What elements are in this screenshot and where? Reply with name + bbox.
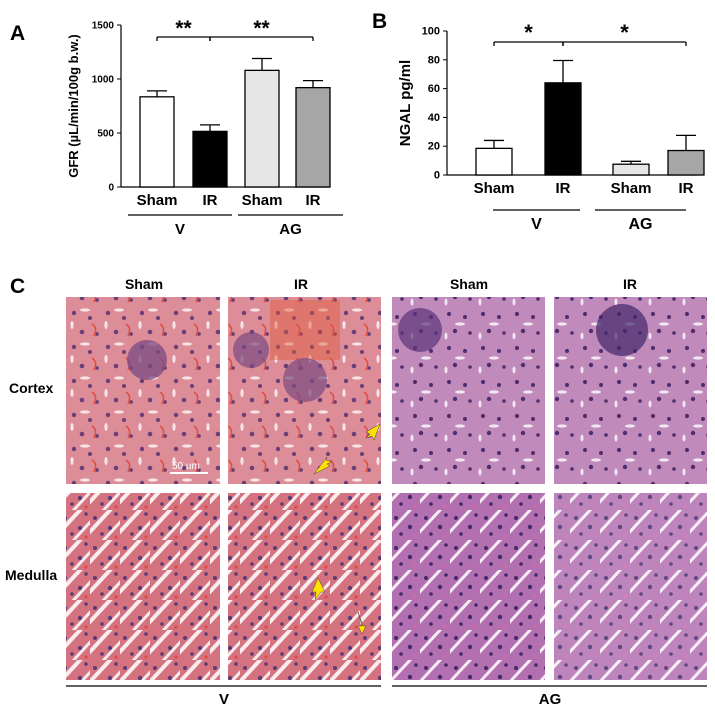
category-label: IR [203,192,218,209]
category-label: IR [306,192,321,209]
micrograph-v-sham-cortex [66,297,220,484]
bar [244,69,280,188]
scale-bar-label: 50 um [172,461,200,472]
bar [192,130,228,188]
column-label-v-ir: IR [294,276,308,292]
column-label-ag-ir: IR [623,276,637,292]
category-label: IR [679,180,694,197]
group-label: AG [629,216,653,233]
category-label: Sham [611,180,652,197]
micrograph-v-sham-medulla [66,493,220,680]
chart-a: 0 500 1000 1500 GFR (µL/min/100g b.w.) Sham IR… [66,17,343,238]
yellow-arrow-icon [311,577,326,601]
glomerulus [283,358,327,402]
bar [667,149,705,176]
significance-marker: * [620,20,629,45]
column-label-ag-sham: Sham [450,276,488,292]
histology-panel: Sham IR Sham IR Cortex Medulla 50 um [5,276,707,706]
group-label: V [175,221,185,238]
y-tick-label: 0 [434,170,440,182]
column-label-v-sham: Sham [125,276,163,292]
significance-marker: ** [253,17,270,40]
glomerulus [233,332,269,368]
y-tick-label: 500 [97,129,114,140]
micrograph-ag-sham-medulla [392,493,545,680]
y-tick-label: 60 [428,83,440,95]
group-label: V [531,216,542,233]
panel-label-b: B [372,10,387,33]
row-label-medulla: Medulla [5,567,57,583]
category-label: IR [556,180,571,197]
y-axis-label: GFR (µL/min/100g b.w.) [66,34,81,178]
category-label: Sham [137,192,178,209]
y-tick-label: 20 [428,141,440,153]
glomerulus [398,308,442,352]
micrograph-ag-ir-medulla [554,493,707,680]
y-tick-label: 1000 [92,75,115,86]
glomerulus [596,304,648,356]
y-tick-label: 1500 [92,21,115,32]
significance-marker: * [524,20,533,45]
bar [139,96,175,188]
bar [612,163,650,176]
y-tick-label: 100 [422,26,440,38]
panel-label-c: C [10,275,25,298]
group-label-ag: AG [539,691,562,706]
category-label: Sham [242,192,283,209]
group-label: AG [279,221,302,238]
yellow-arrow-icon [365,423,381,441]
chart-b: 0 20 40 60 80 100 NGAL pg/ml Sham IR Sham IR V AG * * [397,20,705,233]
significance-marker: ** [175,17,192,40]
bar [544,82,582,176]
y-tick-label: 80 [428,54,440,66]
group-label-v: V [219,691,229,706]
red-cast-region [270,300,340,360]
yellow-arrow-icon [313,456,333,475]
glomerulus [127,340,167,380]
panel-label-a: A [10,22,25,45]
bar [295,86,331,188]
bar [475,147,513,176]
y-axis-label: NGAL pg/ml [397,60,414,146]
row-label-cortex: Cortex [9,380,54,396]
category-label: Sham [474,180,515,197]
y-tick-label: 0 [108,183,114,194]
micrograph-v-ir-medulla [228,493,381,680]
y-tick-label: 40 [428,112,440,124]
yellow-arrow-icon [357,611,367,635]
